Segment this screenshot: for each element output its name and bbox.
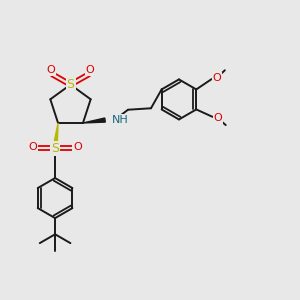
Polygon shape [53,123,58,148]
Polygon shape [83,118,105,123]
Text: O: O [212,73,221,82]
Text: O: O [86,65,94,75]
Text: NH: NH [112,115,128,125]
Text: O: O [28,142,37,152]
Text: O: O [213,113,222,123]
Text: S: S [51,142,59,154]
Text: S: S [67,78,74,91]
Text: O: O [46,65,55,75]
Text: O: O [73,142,82,152]
